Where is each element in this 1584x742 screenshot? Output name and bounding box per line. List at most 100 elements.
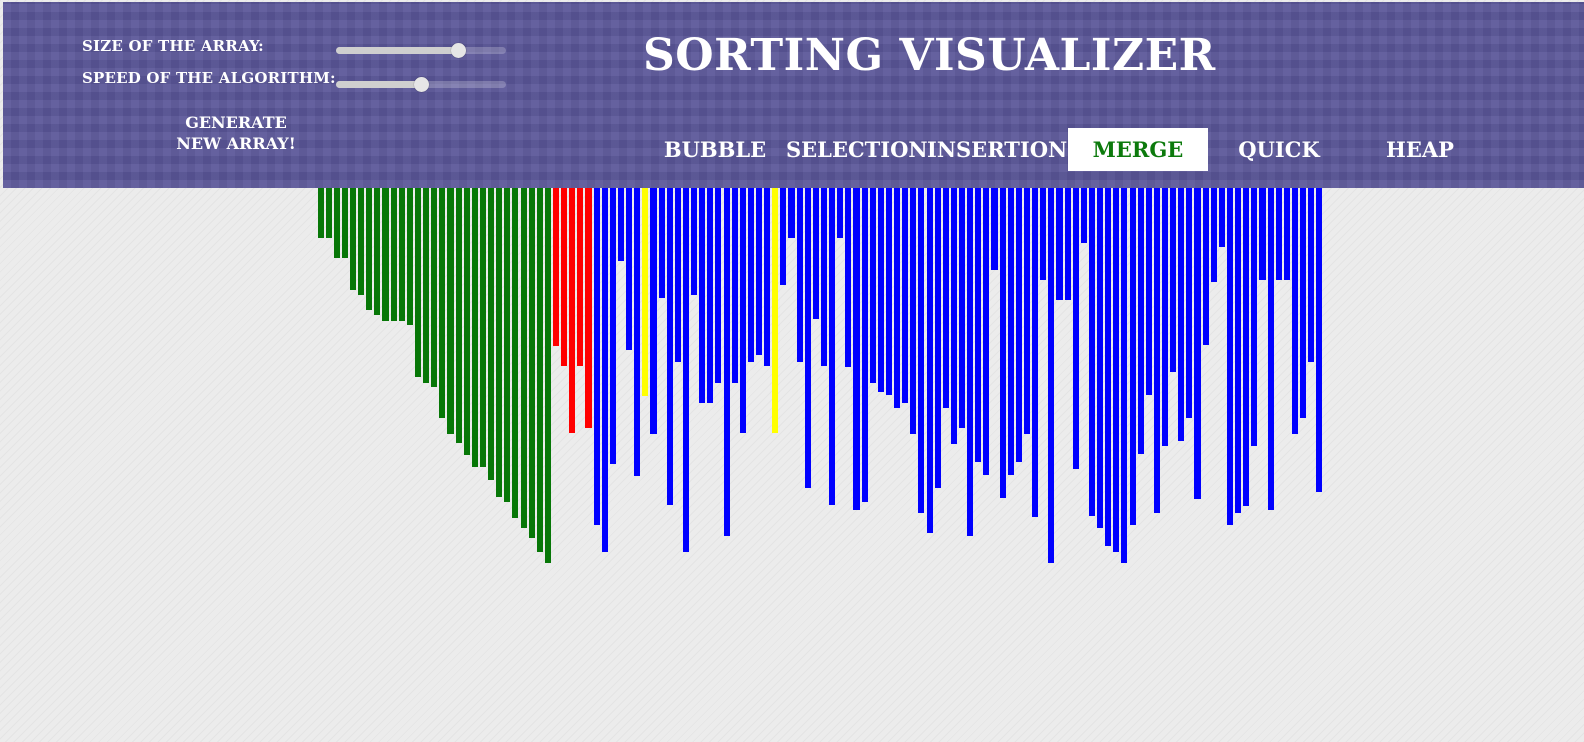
array-bars-container (0, 188, 1584, 742)
array-bar (1283, 188, 1290, 280)
array-bar (1316, 188, 1323, 492)
array-bar (894, 188, 901, 408)
array-bar (1040, 188, 1047, 280)
size-slider-fill (336, 47, 459, 54)
array-bar (447, 188, 454, 434)
array-bar (431, 188, 438, 387)
array-bar (520, 188, 527, 528)
array-bar (918, 188, 925, 513)
heap-sort-button[interactable]: HEAP (1386, 137, 1454, 162)
array-bar (439, 188, 446, 418)
array-bar (1194, 188, 1201, 499)
array-bar (788, 188, 795, 238)
array-bar (731, 188, 738, 383)
array-bar (423, 188, 430, 383)
array-bar (617, 188, 625, 261)
array-bar (820, 188, 828, 366)
quick-sort-button[interactable]: QUICK (1238, 137, 1320, 162)
array-bar (1032, 188, 1039, 517)
speed-slider[interactable] (336, 77, 506, 92)
array-bar (869, 188, 876, 383)
size-label: SIZE OF THE ARRAY: (82, 37, 264, 55)
array-bar (414, 188, 422, 377)
array-bar (658, 188, 665, 298)
array-bar (406, 188, 413, 325)
array-bar (552, 188, 560, 346)
array-bar (1267, 188, 1274, 510)
array-bar (1121, 188, 1128, 563)
array-bar (455, 188, 462, 443)
array-bar (1251, 188, 1258, 446)
header-panel: SIZE OF THE ARRAY: SPEED OF THE ALGORITH… (3, 2, 1584, 188)
array-bar (885, 188, 892, 395)
array-bar (349, 188, 357, 290)
array-bar (1015, 188, 1022, 462)
array-bar (1186, 188, 1193, 418)
array-bar (1097, 188, 1104, 528)
array-bar (1113, 188, 1120, 552)
array-bar (853, 188, 860, 510)
array-bar (812, 188, 819, 319)
array-bar (341, 188, 348, 258)
speed-slider-fill (336, 81, 421, 88)
array-bar (772, 188, 779, 433)
array-bar (512, 188, 519, 518)
array-bar (1145, 188, 1152, 395)
array-bar (780, 188, 787, 285)
array-bar (1153, 188, 1160, 513)
selection-sort-button[interactable]: SELECTION (786, 137, 928, 162)
array-bar (755, 188, 763, 355)
array-bar (585, 188, 592, 428)
array-bar (390, 188, 397, 321)
page-title: SORTING VISUALIZER (643, 30, 1216, 81)
array-bar (593, 188, 600, 525)
array-bar (642, 188, 649, 396)
array-bar (1178, 188, 1185, 441)
array-bar (1023, 188, 1031, 434)
array-bar (650, 188, 657, 434)
array-bar (837, 188, 844, 238)
array-bar (1218, 188, 1225, 247)
array-bar (358, 188, 365, 295)
array-bar (958, 188, 966, 428)
array-bar (544, 188, 551, 563)
array-bar (382, 188, 389, 321)
array-bar (1088, 188, 1095, 516)
array-bar (975, 188, 982, 462)
array-bar (1235, 188, 1242, 513)
array-bar (1080, 188, 1087, 243)
array-bar (333, 188, 340, 258)
array-bar (609, 188, 616, 464)
speed-slider-thumb[interactable] (414, 77, 429, 92)
bubble-sort-button[interactable]: BUBBLE (663, 137, 767, 162)
array-bar (699, 188, 706, 403)
size-slider[interactable] (336, 43, 506, 58)
array-bar (528, 188, 535, 538)
speed-label: SPEED OF THE ALGORITHM: (82, 69, 336, 87)
array-bar (674, 188, 681, 362)
insertion-sort-button[interactable]: INSERTION (927, 137, 1068, 162)
array-bar (463, 188, 470, 455)
array-bar (569, 188, 576, 433)
array-bar (983, 188, 990, 475)
array-bar (910, 188, 917, 434)
array-bar (577, 188, 584, 366)
merge-sort-button[interactable]: MERGE (1068, 128, 1208, 171)
array-bar (1137, 188, 1144, 454)
array-bar (829, 188, 836, 505)
array-bar (1202, 188, 1209, 345)
array-bar (682, 188, 689, 552)
array-bar (861, 188, 868, 502)
array-bar (804, 188, 811, 488)
array-bar (601, 188, 608, 552)
array-bar (1291, 188, 1298, 434)
generate-array-button[interactable]: GENERATE NEW ARRAY! (176, 113, 296, 153)
array-bar (902, 188, 909, 403)
size-slider-thumb[interactable] (451, 43, 467, 58)
array-bar (366, 188, 373, 310)
array-bar (1129, 188, 1136, 525)
array-bar (626, 188, 633, 350)
array-bar (1210, 188, 1217, 282)
array-bar (926, 188, 933, 533)
array-bar (1243, 188, 1250, 506)
